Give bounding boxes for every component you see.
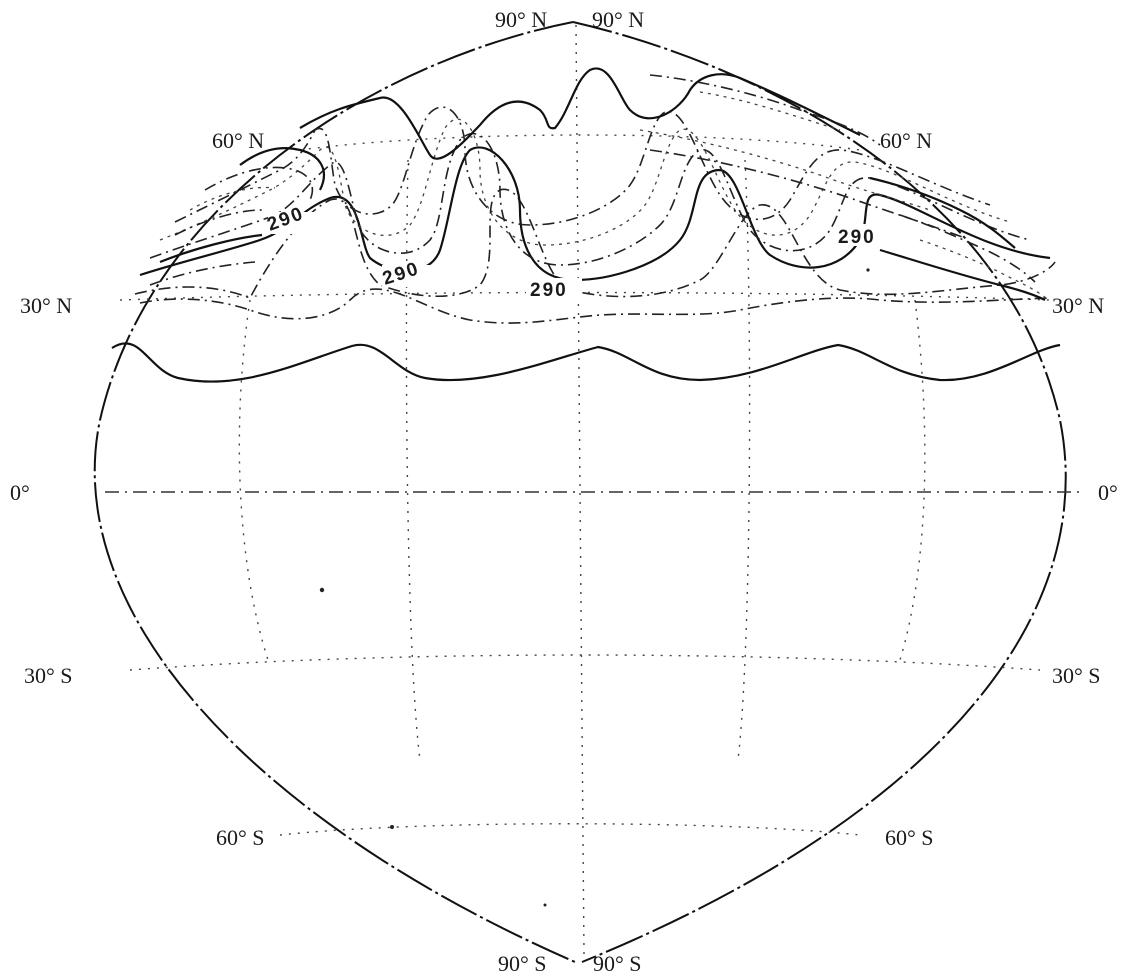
contour-label-290: 290 (838, 227, 876, 248)
lat-label-60s-left: 60° S (216, 825, 265, 850)
map-outline (93, 21, 1067, 963)
lat-label-30s-left: 30° S (24, 663, 73, 688)
lat-label-90s-right: 90° S (593, 951, 642, 973)
contour-set-north (134, 67, 1056, 324)
graticule-parallels (119, 134, 1051, 836)
contour-label-290: 290 (530, 280, 568, 301)
lat-label-30s-right: 30° S (1052, 663, 1101, 688)
lat-label-eq-left: 0° (10, 480, 30, 505)
lat-label-eq-right: 0° (1098, 480, 1118, 505)
lat-label-90n-left: 90° N (495, 7, 547, 32)
lat-label-90n-right: 90° N (592, 7, 644, 32)
contour-set-east (639, 129, 1049, 301)
graticule-meridians (238, 24, 926, 956)
lat-label-30n-right: 30° N (1052, 293, 1104, 318)
lat-label-90s-left: 90° S (498, 951, 547, 973)
latitude-labels: 90° N 90° N 60° N 60° N 30° N 30° N 0° 0… (10, 7, 1118, 973)
lat-label-60s-right: 60° S (885, 825, 934, 850)
lat-label-60n-right: 60° N (880, 128, 932, 153)
scan-specks (319, 268, 870, 907)
lat-label-60n-left: 60° N (212, 128, 264, 153)
lat-label-30n-left: 30° N (20, 293, 72, 318)
contour-set-west (149, 147, 326, 286)
contour-line-south-boundary (111, 342, 1061, 383)
